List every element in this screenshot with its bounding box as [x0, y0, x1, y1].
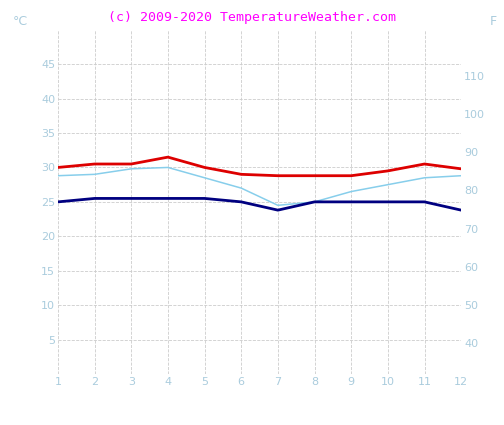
Text: (c) 2009-2020 TemperatureWeather.com: (c) 2009-2020 TemperatureWeather.com	[108, 11, 396, 24]
Text: °C: °C	[13, 14, 28, 28]
Text: F: F	[489, 14, 496, 28]
